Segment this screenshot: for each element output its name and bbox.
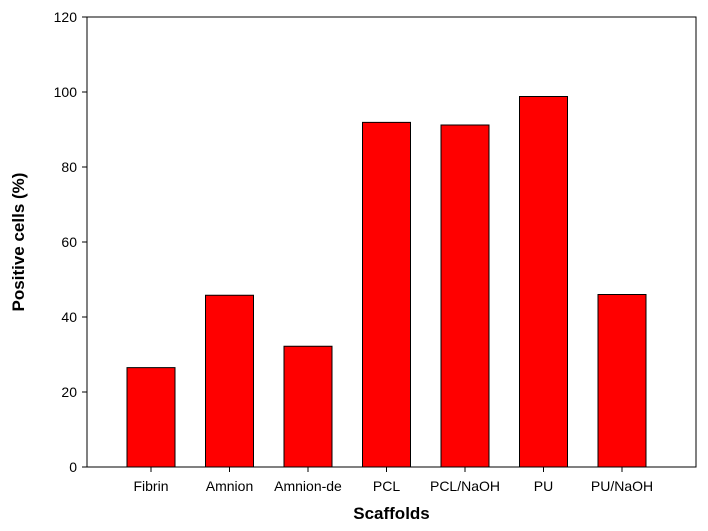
y-tick-label: 120 (54, 9, 78, 25)
x-axis-title: Scaffolds (353, 504, 430, 523)
bars-group (126, 96, 647, 468)
y-tick-label: 40 (61, 309, 77, 325)
bar-pu-naoh (597, 294, 647, 468)
x-tick-label: PCL/NaOH (430, 478, 500, 494)
y-tick-label: 20 (61, 384, 77, 400)
y-tick-label: 0 (69, 459, 77, 475)
x-tick-label: Amnion-de (274, 478, 342, 494)
bar-pcl (362, 121, 411, 468)
x-tick-label: PCL (373, 478, 400, 494)
x-tick-label: Amnion (206, 478, 253, 494)
y-tick-label: 60 (61, 234, 77, 250)
bar-fibrin (126, 367, 176, 468)
y-tick-label: 100 (54, 84, 78, 100)
x-axis: Fibrin Amnion Amnion-de PCL PCL/NaOH PU PU/NaO… (133, 467, 653, 494)
y-tick-label: 80 (61, 159, 77, 175)
x-tick-label: PU/NaOH (591, 478, 653, 494)
bar-pcl-naoh (440, 124, 490, 468)
bar-amnion-de (283, 345, 333, 468)
x-tick-label: Fibrin (133, 478, 168, 494)
y-axis: 0 20 40 60 80 100 120 (54, 9, 87, 475)
y-axis-title: Positive cells (%) (9, 173, 28, 312)
bar-pu (519, 96, 568, 468)
x-tick-label: PU (534, 478, 553, 494)
bar-amnion (205, 294, 254, 468)
